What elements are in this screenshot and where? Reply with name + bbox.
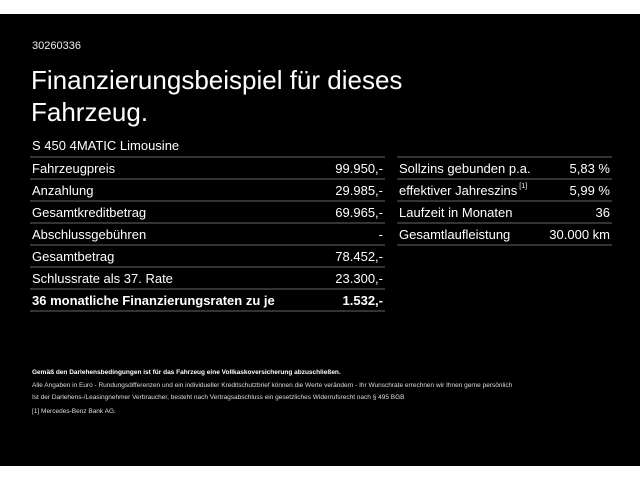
row-value: 29.985,- [335, 182, 383, 198]
financing-table: Fahrzeugpreis 99.950,- Anzahlung 29.985,- Ge… [30, 156, 385, 312]
row-value: 78.452,- [335, 248, 383, 264]
row-label-text: Fahrzeugpreis [32, 160, 116, 176]
table-row: Schlussrate als 37. Rate 23.300,- [30, 268, 385, 290]
row-label: Fahrzeugpreis [32, 161, 115, 176]
row-label-text: Anzahlung [32, 182, 94, 198]
row-label: Gesamtlaufleistung [399, 227, 510, 242]
table-row: 36 monatliche Finanzierungsraten zu je 1.… [30, 290, 385, 312]
table-row: Anzahlung 29.985,- [30, 180, 385, 202]
disclaimer-line: Alle Angaben in Euro - Rundungsdifferenz… [32, 382, 513, 389]
vehicle-id: 30260336 [32, 40, 81, 52]
table-row: Gesamtlaufleistung 30.000 km [397, 224, 612, 246]
row-value: 1.532,- [342, 292, 383, 308]
row-value: 30.000 km [549, 226, 610, 242]
row-label-text: Gesamtkreditbetrag [32, 204, 147, 220]
row-value: - [378, 226, 383, 242]
row-label-text: Gesamtlaufleistung [399, 226, 511, 242]
row-label: Gesamtkreditbetrag [32, 205, 146, 220]
row-label: Laufzeit in Monaten [399, 205, 512, 220]
page-title: Finanzierungsbeispiel für dieses Fahrzeu… [31, 65, 403, 127]
row-label: 36 monatliche Finanzierungsraten zu je [32, 293, 275, 308]
table-row: Abschlussgebühren - [30, 224, 385, 246]
insurance-note: Gemäß den Darlehensbedingungen ist für d… [32, 369, 341, 376]
row-label-text: Gesamtbetrag [32, 248, 115, 264]
row-value: 5,83 % [569, 160, 610, 176]
table-row: Fahrzeugpreis 99.950,- [30, 158, 385, 180]
row-label-text: Sollzins gebunden p.a. [399, 160, 531, 176]
row-label-text: Abschlussgebühren [32, 226, 147, 242]
row-value: 69.965,- [335, 204, 383, 220]
row-label-text: Schlussrate als 37. Rate [32, 270, 173, 286]
table-row: Laufzeit in Monaten 36 [397, 202, 612, 224]
table-row: effektiver Jahreszins [1] 5,99 % [397, 180, 612, 202]
model-name: S 450 4MATIC Limousine [32, 138, 180, 153]
disclaimer-line: Ist der Darlehens-/Leasingnehmer Verbrau… [32, 394, 405, 401]
footnote-reference: [1] Mercedes-Benz Bank AG. [32, 408, 116, 415]
row-label: Abschlussgebühren [32, 227, 146, 242]
row-label: Gesamtbetrag [32, 249, 114, 264]
row-value: 36 [595, 204, 610, 220]
row-value: 99.950,- [335, 160, 383, 176]
row-label: Schlussrate als 37. Rate [32, 271, 173, 286]
footnote-marker: [1] [519, 182, 528, 190]
row-label: Sollzins gebunden p.a. [399, 161, 531, 176]
row-label-text: 36 monatliche Finanzierungsraten zu je [32, 292, 275, 308]
row-label: effektiver Jahreszins [1] [399, 183, 527, 198]
row-value: 23.300,- [335, 270, 383, 286]
table-row: Gesamtkreditbetrag 69.965,- [30, 202, 385, 224]
interest-table: Sollzins gebunden p.a. 5,83 % effektiver J… [397, 156, 612, 246]
row-value: 5,99 % [569, 182, 610, 198]
row-label-text: effektiver Jahreszins [399, 182, 518, 198]
table-row: Sollzins gebunden p.a. 5,83 % [397, 158, 612, 180]
table-row: Gesamtbetrag 78.452,- [30, 246, 385, 268]
row-label: Anzahlung [32, 183, 93, 198]
financing-panel: 30260336 Finanzierungsbeispiel für diese… [0, 14, 640, 466]
row-label-text: Laufzeit in Monaten [399, 204, 513, 220]
